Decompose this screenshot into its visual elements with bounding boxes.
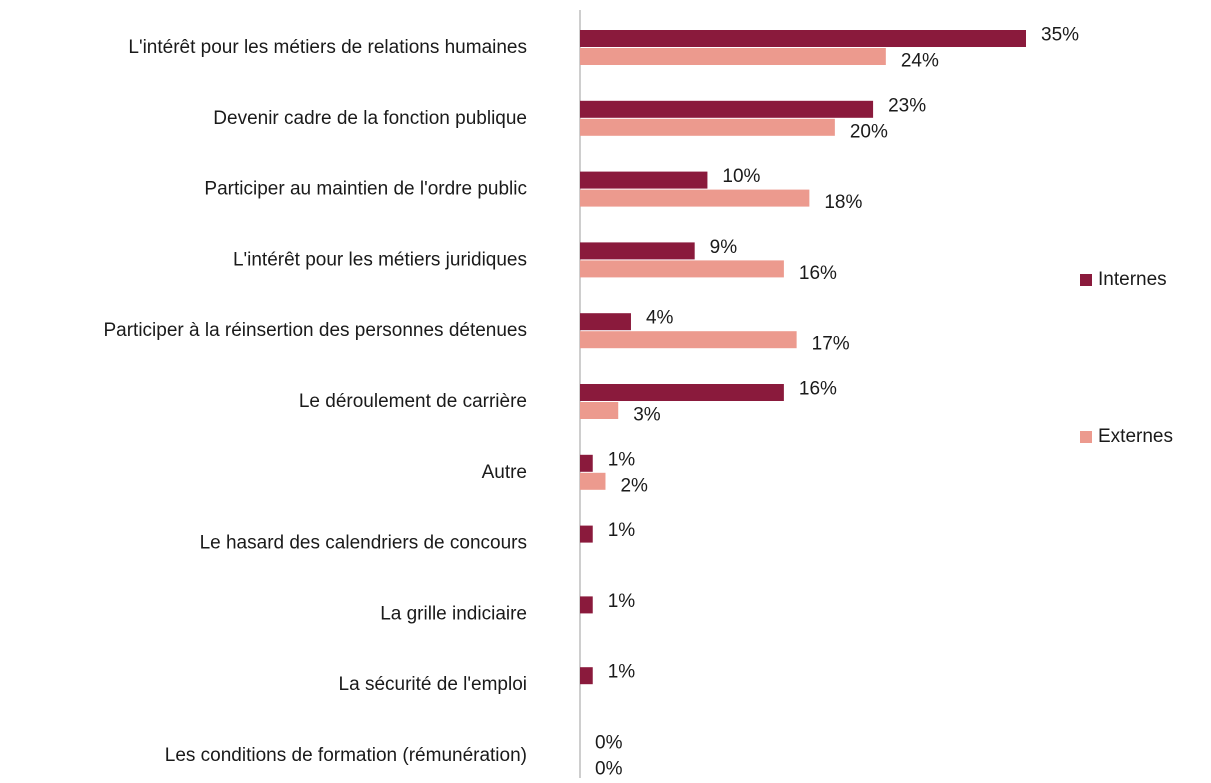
value-label: 35%: [1041, 25, 1079, 46]
category-label: L'intérêt pour les métiers de relations …: [128, 37, 527, 58]
value-label: 9%: [710, 237, 738, 258]
bar: [580, 189, 810, 207]
category-label: Le déroulement de carrière: [299, 391, 527, 412]
value-label: 23%: [888, 95, 926, 116]
bar: [580, 525, 593, 543]
value-label: 2%: [620, 475, 648, 496]
value-label: 17%: [812, 334, 850, 355]
category-label: La sécurité de l'emploi: [339, 674, 527, 695]
legend-swatch: [1080, 274, 1092, 286]
value-label: 4%: [646, 308, 674, 329]
category-label: Participer à la réinsertion des personne…: [103, 320, 527, 341]
legend-swatch: [1080, 431, 1092, 443]
bar: [580, 454, 593, 472]
value-label: 10%: [722, 166, 760, 187]
value-label: 20%: [850, 121, 888, 142]
category-label: Les conditions de formation (rémunératio…: [165, 745, 527, 766]
legend-label: Internes: [1098, 269, 1167, 290]
value-label: 1%: [608, 449, 636, 470]
bar: [580, 30, 1026, 47]
bar: [580, 384, 784, 401]
category-label: Participer au maintien de l'ordre public: [204, 179, 527, 200]
bar: [580, 472, 606, 490]
category-label: Devenir cadre de la fonction publique: [213, 108, 527, 129]
value-label: 1%: [608, 591, 636, 612]
bar: [580, 596, 593, 614]
value-label: 16%: [799, 263, 837, 284]
value-label: 0%: [595, 759, 623, 780]
bar: [580, 313, 631, 331]
value-label: 0%: [595, 733, 623, 754]
category-label: Le hasard des calendriers de concours: [200, 533, 527, 554]
value-label: 24%: [901, 51, 939, 72]
bar: [580, 260, 784, 278]
value-label: 3%: [633, 405, 661, 426]
bar: [580, 402, 619, 419]
bar: [580, 242, 695, 260]
value-label: 1%: [608, 662, 636, 683]
category-label: Autre: [482, 462, 527, 483]
bar: [580, 118, 835, 136]
bar: [580, 171, 708, 189]
category-label: La grille indiciaire: [380, 603, 527, 624]
value-label: 18%: [824, 192, 862, 213]
bar: [580, 100, 874, 118]
bar: [580, 48, 886, 65]
value-label: 1%: [608, 520, 636, 541]
category-label: L'intérêt pour les métiers juridiques: [233, 249, 527, 270]
legend-label: Externes: [1098, 426, 1173, 447]
value-label: 16%: [799, 379, 837, 400]
bar: [580, 667, 593, 685]
bar: [580, 331, 797, 349]
